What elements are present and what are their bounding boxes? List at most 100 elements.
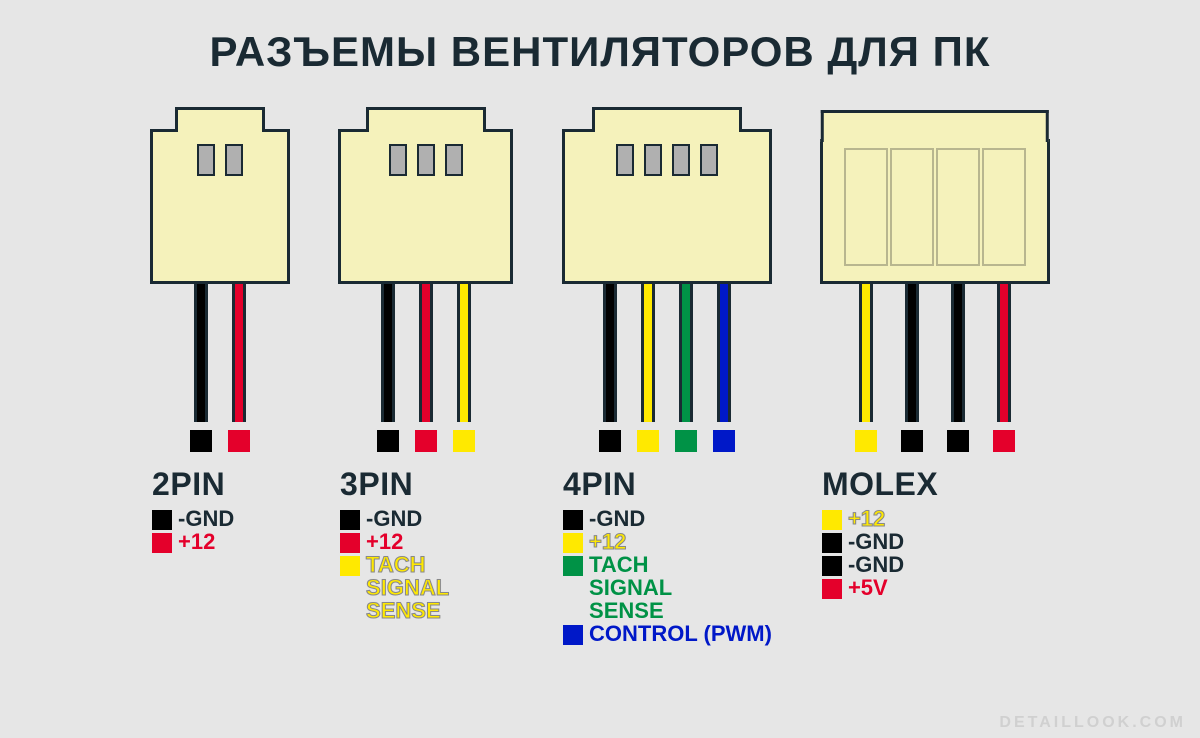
wire <box>679 282 693 422</box>
legend-text: -GND <box>366 507 422 530</box>
wire-squares <box>377 430 475 452</box>
legend-row: -GND <box>563 507 772 530</box>
legend: -GND+12TACH SIGNAL SENSE <box>338 507 449 622</box>
wire <box>232 282 246 422</box>
wire-squares <box>599 430 735 452</box>
molex-pins <box>823 142 1047 266</box>
wires <box>194 282 246 422</box>
wire-squares <box>190 430 250 452</box>
connector-drawing <box>820 104 1050 284</box>
wire <box>603 282 617 422</box>
wire-square <box>599 430 621 452</box>
pin-slot <box>225 144 243 176</box>
connector-top <box>175 107 265 132</box>
pin-slots <box>565 132 769 176</box>
wire-square <box>901 430 923 452</box>
legend-text: +12 <box>178 530 215 553</box>
pin-slot <box>616 144 634 176</box>
legend-row: TACH SIGNAL SENSE <box>563 553 772 622</box>
legend-row: -GND <box>152 507 234 530</box>
legend-square <box>152 510 172 530</box>
wire <box>997 282 1011 422</box>
legend-text: CONTROL (PWM) <box>589 622 772 645</box>
wire-square <box>377 430 399 452</box>
wire <box>381 282 395 422</box>
wires <box>859 282 1011 422</box>
legend-row: +12 <box>563 530 772 553</box>
legend-row: -GND <box>340 507 449 530</box>
legend: -GND+12 <box>150 507 234 553</box>
connector-drawing <box>338 104 513 284</box>
legend-square <box>822 533 842 553</box>
legend-row: +12 <box>340 530 449 553</box>
legend-text: -GND <box>848 530 904 553</box>
wire-square <box>637 430 659 452</box>
legend: +12-GND-GND+5V <box>820 507 904 599</box>
connector-label: 2PIN <box>150 466 225 503</box>
wire-square <box>190 430 212 452</box>
legend-square <box>340 510 360 530</box>
wire-squares <box>855 430 1015 452</box>
legend-square <box>340 556 360 576</box>
wire-square <box>675 430 697 452</box>
molex-pin <box>844 148 888 266</box>
pin-slot <box>644 144 662 176</box>
wire <box>717 282 731 422</box>
pin-slot <box>445 144 463 176</box>
connector-molex: MOLEX+12-GND-GND+5V <box>820 104 1050 646</box>
connector-label: 4PIN <box>561 466 636 503</box>
legend-text: +5V <box>848 576 888 599</box>
pin-slot <box>672 144 690 176</box>
legend-text: TACH SIGNAL SENSE <box>366 553 449 622</box>
connector-label: 3PIN <box>338 466 413 503</box>
pin-slots <box>153 132 287 176</box>
legend-text: -GND <box>589 507 645 530</box>
wire-square <box>993 430 1015 452</box>
wire <box>905 282 919 422</box>
legend-square <box>563 510 583 530</box>
legend: -GND+12TACH SIGNAL SENSECONTROL (PWM) <box>561 507 772 646</box>
wire <box>457 282 471 422</box>
wire-square <box>415 430 437 452</box>
legend-square <box>340 533 360 553</box>
wire <box>641 282 655 422</box>
molex-pin <box>890 148 934 266</box>
legend-square <box>563 533 583 553</box>
pin-slot <box>197 144 215 176</box>
legend-text: +12 <box>848 507 885 530</box>
pin-slots <box>341 132 510 176</box>
legend-square <box>822 556 842 576</box>
wire <box>194 282 208 422</box>
wire <box>419 282 433 422</box>
page-title: РАЗЪЕМЫ ВЕНТИЛЯТОРОВ ДЛЯ ПК <box>0 0 1200 76</box>
legend-square <box>563 556 583 576</box>
connector-body <box>150 129 290 284</box>
connector-body <box>562 129 772 284</box>
legend-row: -GND <box>822 530 904 553</box>
connector-2pin: 2PIN -GND+12 <box>150 104 290 646</box>
legend-square <box>563 625 583 645</box>
wire <box>951 282 965 422</box>
wire-square <box>228 430 250 452</box>
wire-square <box>713 430 735 452</box>
molex-pin <box>982 148 1026 266</box>
connector-drawing <box>150 104 290 284</box>
legend-text: -GND <box>848 553 904 576</box>
wire <box>859 282 873 422</box>
molex-body <box>820 139 1050 284</box>
pin-slot <box>389 144 407 176</box>
wire-square <box>855 430 877 452</box>
legend-row: TACH SIGNAL SENSE <box>340 553 449 622</box>
pin-slot <box>700 144 718 176</box>
connector-label: MOLEX <box>820 466 938 503</box>
connector-4pin: 4PIN -GND+12TACH SIGNAL SENSECONTROL (PWM… <box>561 104 772 646</box>
legend-row: +12 <box>822 507 904 530</box>
molex-top <box>821 110 1049 142</box>
connector-top <box>592 107 742 132</box>
connector-body <box>338 129 513 284</box>
wires <box>603 282 731 422</box>
wires <box>381 282 471 422</box>
wire-square <box>947 430 969 452</box>
connectors-container: 2PIN-GND+123PIN-GND+12TACH SIGNAL SENSE4… <box>0 104 1200 646</box>
legend-text: TACH SIGNAL SENSE <box>589 553 672 622</box>
